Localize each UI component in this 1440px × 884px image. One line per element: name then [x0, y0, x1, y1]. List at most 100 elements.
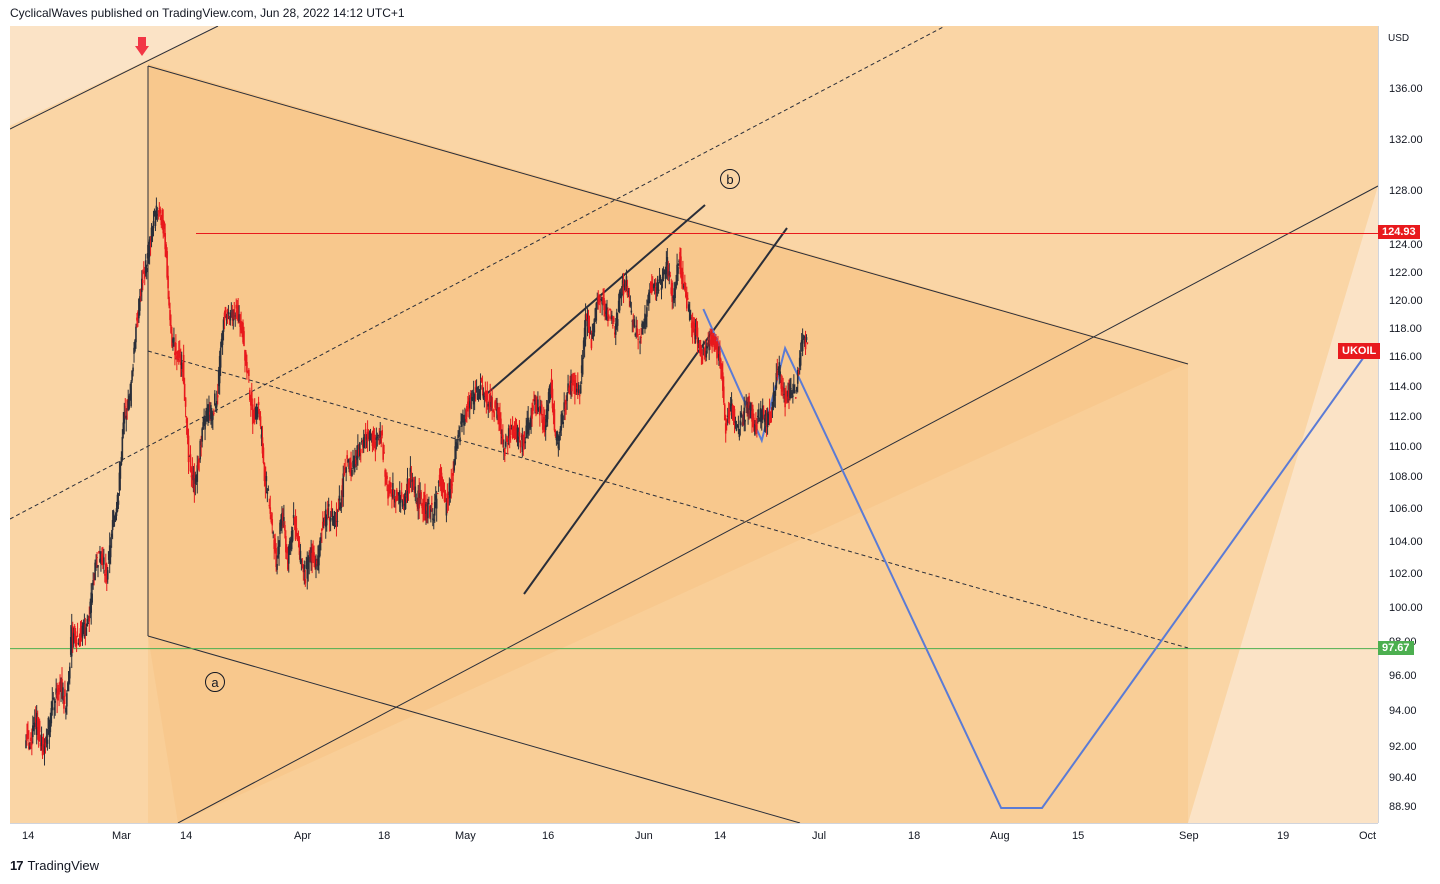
candle-body: [219, 347, 222, 368]
candle-body: [458, 432, 460, 434]
candle-body: [671, 282, 674, 302]
candle-body: [292, 515, 295, 519]
candle-body: [443, 490, 446, 502]
candle-body: [147, 246, 150, 258]
candle-body: [753, 417, 755, 431]
candle-body: [709, 339, 711, 345]
price-axis[interactable]: 136.00 132.00 128.00 124.00 122.00 120.00 118.…: [1378, 26, 1440, 823]
time-tick-label: 14: [180, 830, 193, 842]
candle-body: [610, 316, 612, 319]
candle-body: [121, 436, 124, 460]
candle-body: [30, 737, 32, 742]
candle-body: [436, 493, 439, 495]
candle-body: [681, 268, 683, 285]
candle-body: [181, 369, 184, 372]
candle-body: [553, 409, 556, 431]
candle-body: [88, 616, 91, 622]
candle-body: [465, 416, 467, 419]
candle-body: [221, 330, 224, 346]
candle-body: [722, 372, 724, 391]
candle-body: [346, 455, 348, 459]
candle-body: [428, 503, 430, 505]
candle-body: [744, 420, 746, 422]
candle-body: [140, 290, 142, 297]
candle-body: [793, 385, 795, 394]
price-tick-label: 120.00: [1389, 295, 1423, 307]
candle-body: [735, 427, 738, 431]
candle-body: [653, 282, 656, 286]
price-tick-label: 112.00: [1389, 411, 1422, 423]
candle-body: [166, 251, 168, 278]
candle-body: [539, 406, 541, 416]
candle-body: [637, 338, 639, 340]
candle-body: [795, 387, 798, 392]
candle-body: [299, 550, 302, 563]
candle-body: [345, 467, 347, 473]
candle-body: [101, 553, 103, 565]
candle-body: [613, 332, 616, 335]
candle-body: [100, 558, 102, 564]
tradingview-logo-icon: 17: [10, 858, 24, 873]
time-tick-label: Aug: [990, 830, 1010, 842]
candle-body: [144, 260, 147, 274]
candle-body: [184, 397, 187, 407]
candle-body: [377, 434, 380, 436]
candle-body: [57, 689, 59, 693]
candle-body: [171, 333, 173, 347]
candle-body: [583, 327, 586, 348]
candle-body: [762, 409, 765, 415]
chart-area[interactable]: [10, 26, 1378, 823]
candle-body: [405, 494, 408, 497]
candle-body: [431, 502, 433, 505]
candle-body: [705, 350, 708, 358]
candle-body: [731, 405, 734, 413]
candle-body: [376, 436, 379, 439]
candle-body: [367, 432, 370, 438]
candle-body: [538, 407, 540, 411]
candle-body: [562, 421, 565, 424]
candle-body: [511, 426, 514, 438]
candle-body: [165, 244, 167, 258]
candle-body: [104, 574, 106, 576]
candle-body: [799, 352, 802, 366]
candle-body: [32, 723, 35, 725]
time-tick-label: 18: [908, 830, 921, 842]
candle-body: [772, 392, 775, 409]
candle-body: [325, 517, 328, 526]
candle-body: [379, 430, 382, 439]
candle-body: [725, 419, 728, 423]
price-chart[interactable]: [10, 26, 1378, 823]
candle-body: [501, 436, 503, 439]
candle-body: [92, 580, 94, 586]
candle-body: [289, 539, 292, 548]
candle-body: [738, 429, 741, 438]
candle-body: [108, 545, 111, 564]
candle-body: [614, 323, 617, 335]
candle-body: [596, 301, 599, 303]
candle-body: [652, 284, 655, 288]
footer-brand[interactable]: 17 TradingView: [10, 858, 99, 873]
candle-body: [648, 292, 650, 304]
candle-body: [44, 739, 47, 747]
candle-body: [34, 718, 37, 723]
candle-body: [683, 285, 685, 288]
candle-body: [473, 393, 476, 399]
candle-body: [337, 508, 340, 510]
candle-body: [484, 390, 487, 397]
candle-body: [496, 409, 498, 419]
candle-body: [478, 392, 481, 396]
candle-body: [385, 476, 387, 485]
candle-body: [146, 253, 149, 259]
candle-body: [588, 326, 591, 333]
candle-body: [257, 402, 260, 406]
candle-body: [773, 394, 776, 402]
brand-name: TradingView: [27, 858, 100, 873]
candle-body: [789, 383, 791, 399]
candle-body: [581, 357, 584, 375]
candle-body: [264, 466, 267, 486]
candle-body: [647, 301, 649, 304]
candle-body: [455, 442, 457, 451]
candle-body: [282, 513, 284, 521]
candle-body: [26, 734, 28, 741]
time-axis[interactable]: 14 Mar 14 Apr 18 May 16 Jun 14 Jul 18 Aug 15 Sep 19 Oct: [10, 823, 1378, 850]
